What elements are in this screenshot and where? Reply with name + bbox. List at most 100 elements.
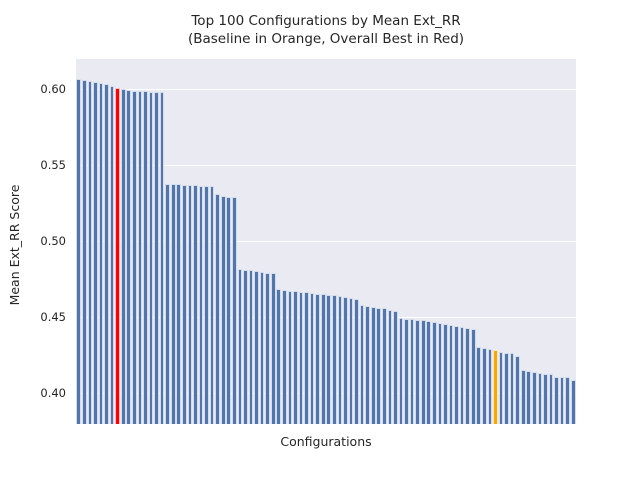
bar [254, 271, 259, 424]
bar [154, 91, 159, 424]
bar [454, 325, 459, 424]
bar [104, 83, 109, 424]
gridline [76, 240, 576, 243]
chart-subtitle: (Baseline in Orange, Overall Best in Red… [187, 31, 465, 47]
bar [370, 306, 376, 424]
bar [148, 91, 154, 424]
bar [176, 184, 182, 424]
bar [476, 347, 482, 424]
bar [287, 290, 293, 424]
bar [109, 85, 115, 424]
bar [315, 293, 320, 424]
bar [265, 272, 270, 424]
bar [481, 348, 487, 424]
bar [98, 82, 104, 424]
bar [76, 78, 82, 424]
y-tick-label: 0.40 [40, 386, 66, 401]
bar [337, 296, 343, 424]
bar [270, 273, 276, 424]
bar [209, 186, 215, 424]
bar [387, 309, 393, 424]
bar [498, 352, 504, 424]
bar [504, 352, 509, 424]
bar [443, 324, 448, 424]
bar [170, 184, 176, 424]
bar [81, 79, 87, 424]
bar [348, 297, 354, 424]
bar [243, 269, 248, 424]
bar [565, 377, 570, 424]
bar [509, 353, 515, 424]
bar [159, 92, 165, 424]
bar [181, 184, 187, 424]
bar [331, 295, 337, 424]
gridline [76, 392, 576, 395]
bar [198, 185, 204, 424]
bar [326, 294, 332, 424]
bar [437, 322, 443, 424]
bar [226, 196, 232, 424]
gridline [76, 88, 576, 91]
bar [165, 183, 170, 424]
bar [531, 372, 537, 424]
bar [137, 90, 143, 424]
bar [543, 373, 548, 424]
bar [293, 291, 298, 424]
y-tick-label: 0.45 [40, 310, 66, 325]
chart-title: Top 100 Configurations by Mean Ext_RR [191, 13, 461, 29]
bar [259, 271, 265, 424]
bar [87, 81, 93, 424]
bar [298, 291, 304, 424]
bar [520, 370, 526, 424]
chart-title-block: Top 100 Configurations by Mean Ext_RR (B… [76, 12, 576, 48]
bar [398, 318, 404, 424]
bar [343, 296, 348, 424]
bar [376, 307, 382, 424]
bar [281, 290, 287, 424]
bar [409, 319, 415, 424]
bar [187, 184, 193, 424]
bar [309, 293, 315, 424]
bar [404, 318, 409, 424]
bar [470, 329, 476, 424]
bar [459, 326, 465, 424]
bar [93, 81, 98, 424]
bar [420, 320, 426, 424]
bar [415, 319, 420, 424]
bar [215, 194, 220, 424]
bar [381, 308, 387, 424]
bar [431, 321, 437, 424]
bar [354, 298, 359, 424]
y-tick-label: 0.50 [40, 234, 66, 248]
bar [548, 374, 554, 424]
bar [393, 310, 398, 424]
bar [554, 376, 559, 424]
bar [559, 376, 565, 424]
bar [570, 379, 576, 424]
bar [126, 89, 132, 424]
gridline [76, 316, 576, 319]
bar [487, 349, 493, 424]
y-tick-label: 0.60 [40, 81, 66, 96]
bar [304, 292, 309, 424]
bar [276, 289, 282, 424]
bar [526, 370, 532, 424]
bar [193, 185, 198, 424]
bar [359, 305, 365, 424]
bar [204, 185, 209, 424]
bar [320, 294, 326, 424]
bar [248, 270, 254, 424]
x-axis-label: Configurations [280, 434, 372, 449]
bar [465, 328, 470, 424]
bar [365, 306, 370, 424]
bar [537, 373, 543, 424]
bar [231, 197, 237, 424]
bar-best [115, 87, 120, 424]
bar [237, 268, 243, 424]
gridline [76, 164, 576, 167]
bar [143, 91, 148, 424]
plot-area [76, 59, 576, 424]
y-tick-label: 0.55 [40, 157, 66, 172]
bar [515, 355, 520, 424]
